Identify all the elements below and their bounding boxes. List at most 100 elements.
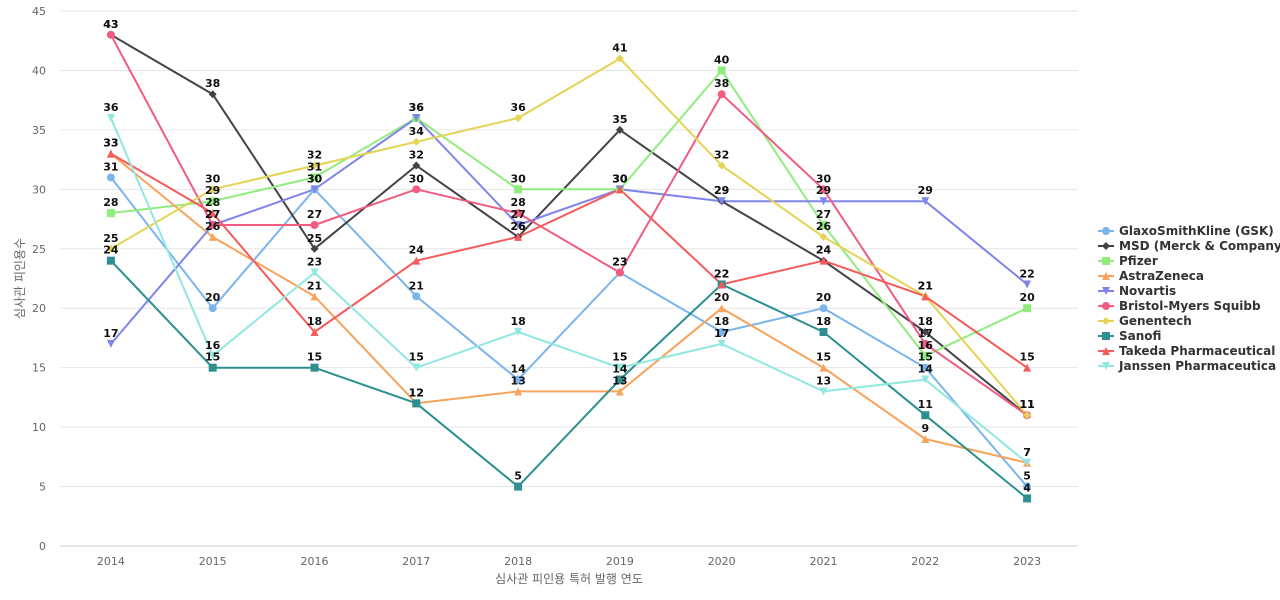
data-label: 12 (409, 386, 424, 399)
data-label: 27 (816, 208, 831, 221)
data-label: 30 (307, 172, 323, 185)
legend-item[interactable]: MSD (Merck & Company) (1098, 239, 1280, 253)
data-point (615, 125, 624, 134)
data-point (717, 339, 726, 348)
y-tick-label: 15 (32, 362, 46, 375)
data-label: 30 (612, 172, 628, 185)
data-point (514, 375, 523, 384)
data-label: 20 (205, 291, 221, 304)
legend-item[interactable]: Pfizer (1098, 254, 1158, 268)
data-point (1023, 363, 1032, 372)
series-line (109, 152, 1029, 369)
data-point (615, 375, 624, 384)
data-label: 29 (816, 184, 831, 197)
data-label: 28 (205, 196, 220, 209)
legend-item[interactable]: Genentech (1098, 314, 1192, 328)
data-label: 17 (918, 327, 933, 340)
data-label: 18 (918, 315, 933, 328)
data-point (615, 268, 624, 277)
data-label: 23 (612, 256, 627, 269)
x-tick-label: 2014 (97, 555, 125, 568)
data-label: 20 (714, 291, 730, 304)
legend-label: GlaxoSmithKline (GSK) (1119, 224, 1274, 238)
data-label: 32 (714, 149, 729, 162)
legend-item[interactable]: AstraZeneca (1098, 269, 1204, 283)
y-tick-label: 20 (32, 302, 46, 315)
axes: 심사관 피인용 특허 발행 연도 심사관 피인용수 0 5 10 15 20 25 30 35… (13, 5, 1041, 586)
data-label: 15 (307, 351, 322, 364)
data-point (819, 197, 828, 206)
data-point (412, 256, 421, 265)
legend-label: Takeda Pharmaceutical (1119, 344, 1275, 358)
data-label: 36 (510, 101, 526, 114)
data-label: 30 (612, 172, 628, 185)
data-point (819, 232, 828, 241)
data-label: 36 (103, 101, 119, 114)
legend-swatch-marker (1102, 347, 1110, 355)
legend-item[interactable]: Novartis (1098, 284, 1176, 298)
data-label: 33 (103, 137, 118, 150)
series-line (109, 259, 1029, 500)
data-label: 15 (205, 351, 220, 364)
legend-label: MSD (Merck & Company) (1119, 239, 1280, 253)
x-tick-label: 2021 (810, 555, 838, 568)
data-label: 38 (205, 77, 220, 90)
data-label: 21 (409, 279, 424, 292)
data-label: 24 (409, 244, 425, 257)
data-point (106, 149, 115, 158)
data-point (717, 280, 726, 289)
data-point (208, 304, 217, 313)
legend-item[interactable]: Bristol-Myers Squibb (1098, 299, 1261, 313)
data-point (208, 232, 217, 241)
legend-item[interactable]: GlaxoSmithKline (GSK) (1098, 224, 1274, 238)
data-point (310, 292, 319, 301)
x-tick-label: 2019 (606, 555, 634, 568)
legend-swatch-marker (1102, 227, 1110, 235)
x-tick-label: 2016 (301, 555, 329, 568)
data-point (208, 197, 217, 206)
legend-swatch-marker (1102, 302, 1110, 310)
data-label: 33 (103, 137, 118, 150)
x-axis-title: 심사관 피인용 특허 발행 연도 (495, 571, 643, 586)
legend-item[interactable]: Janssen Pharmaceutica (1098, 359, 1276, 373)
data-label: 32 (307, 149, 322, 162)
data-point (615, 387, 624, 396)
data-point (819, 185, 828, 194)
series-line (109, 33, 1029, 417)
data-label: 5 (514, 470, 522, 483)
data-label: 24 (816, 244, 832, 257)
legend: GlaxoSmithKline (GSK)MSD (Merck & Compan… (1098, 224, 1280, 373)
data-label: 25 (307, 232, 322, 245)
data-label: 13 (510, 374, 525, 387)
legend-item[interactable]: Takeda Pharmaceutical (1098, 344, 1275, 358)
data-point (717, 197, 726, 206)
data-label: 7 (1023, 446, 1031, 459)
data-label: 15 (1019, 351, 1034, 364)
data-label: 25 (103, 232, 118, 245)
data-point (921, 363, 930, 372)
x-tick-label: 2022 (911, 555, 939, 568)
data-label: 11 (918, 398, 933, 411)
data-point (208, 90, 217, 99)
data-label: 26 (510, 220, 526, 233)
data-point (310, 244, 319, 253)
data-label: 24 (103, 244, 119, 257)
x-tick-label: 2015 (199, 555, 227, 568)
data-point (412, 137, 421, 146)
data-label: 30 (307, 172, 323, 185)
legend-item[interactable]: Sanofi (1098, 329, 1161, 343)
x-tick-label: 2020 (708, 555, 736, 568)
data-label: 21 (918, 279, 933, 292)
data-point (412, 185, 421, 194)
data-label: 43 (103, 18, 118, 31)
data-label: 9 (921, 422, 929, 435)
y-tick-label: 25 (32, 243, 46, 256)
data-point (412, 114, 421, 122)
data-label: 29 (714, 184, 729, 197)
series-line (109, 57, 1029, 417)
data-point (208, 185, 217, 194)
data-point (921, 435, 930, 443)
y-axis-title: 심사관 피인용수 (13, 238, 27, 319)
legend-label: Bristol-Myers Squibb (1119, 299, 1261, 313)
